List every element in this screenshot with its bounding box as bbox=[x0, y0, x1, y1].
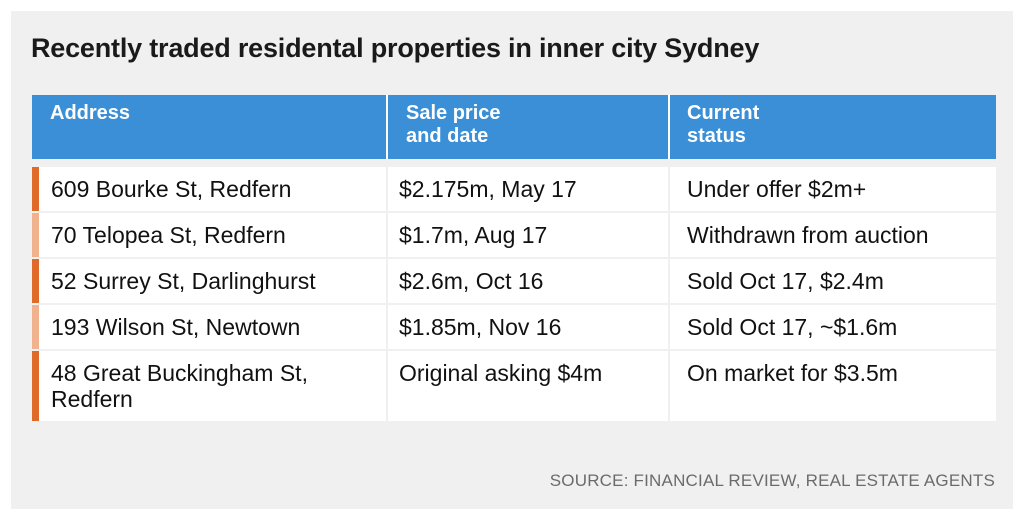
table-row: 609 Bourke St, Redfern $2.175m, May 17 Und… bbox=[32, 167, 996, 211]
row-marker bbox=[32, 213, 39, 257]
row-marker bbox=[32, 259, 39, 303]
address-line: 48 Great Buckingham St, bbox=[51, 360, 308, 386]
header-address-line: Address bbox=[50, 102, 131, 124]
header-status-line: status bbox=[687, 125, 746, 147]
table-header: Address Sale price and date Current stat… bbox=[32, 95, 996, 159]
cell-sale-price: $1.85m, Nov 16 bbox=[386, 305, 668, 349]
header-current-status: Current status bbox=[668, 95, 996, 159]
cell-sale-price: $2.6m, Oct 16 bbox=[386, 259, 668, 303]
address-line: 193 Wilson St, Newtown bbox=[51, 314, 301, 340]
cell-status: Under offer $2m+ bbox=[668, 167, 996, 211]
address-line: 609 Bourke St, Redfern bbox=[51, 176, 292, 202]
table-row: 70 Telopea St, Redfern $1.7m, Aug 17 Withd… bbox=[32, 211, 996, 257]
header-address: Address bbox=[32, 95, 386, 159]
chart-title: Recently traded residental properties in… bbox=[31, 33, 760, 63]
cell-sale-price: $1.7m, Aug 17 bbox=[386, 213, 668, 257]
cell-status: Sold Oct 17, ~$1.6m bbox=[668, 305, 996, 349]
table-row: 52 Surrey St, Darlinghurst $2.6m, Oct 16 S… bbox=[32, 257, 996, 303]
header-sale-price: Sale price and date bbox=[386, 95, 668, 159]
table-row: 193 Wilson St, Newtown $1.85m, Nov 16 Sold… bbox=[32, 303, 996, 349]
source-note: SOURCE: FINANCIAL REVIEW, REAL ESTATE AG… bbox=[549, 471, 995, 490]
cell-address: 48 Great Buckingham St, Redfern bbox=[39, 351, 386, 421]
header-status-line: Current bbox=[687, 102, 760, 124]
address-line: 70 Telopea St, Redfern bbox=[51, 222, 286, 248]
table-row: 48 Great Buckingham St, Redfern Original a… bbox=[32, 349, 996, 421]
row-marker bbox=[32, 351, 39, 421]
cell-address: 193 Wilson St, Newtown bbox=[39, 305, 386, 349]
row-marker bbox=[32, 167, 39, 211]
table-body: 609 Bourke St, Redfern $2.175m, May 17 Und… bbox=[32, 167, 996, 421]
cell-sale-price: $2.175m, May 17 bbox=[386, 167, 668, 211]
cell-status: On market for $3.5m bbox=[668, 351, 996, 421]
address-line: Redfern bbox=[51, 386, 133, 412]
cell-address: 70 Telopea St, Redfern bbox=[39, 213, 386, 257]
chart-panel: Recently traded residental properties in… bbox=[11, 11, 1013, 509]
row-marker bbox=[32, 305, 39, 349]
cell-status: Sold Oct 17, $2.4m bbox=[668, 259, 996, 303]
cell-address: 609 Bourke St, Redfern bbox=[39, 167, 386, 211]
address-line: 52 Surrey St, Darlinghurst bbox=[51, 268, 316, 294]
cell-status: Withdrawn from auction bbox=[668, 213, 996, 257]
cell-address: 52 Surrey St, Darlinghurst bbox=[39, 259, 386, 303]
header-sale-line: Sale price bbox=[406, 102, 501, 124]
header-sale-line: and date bbox=[406, 125, 489, 147]
cell-sale-price: Original asking $4m bbox=[386, 351, 668, 421]
data-table: Address Sale price and date Current stat… bbox=[32, 95, 996, 421]
